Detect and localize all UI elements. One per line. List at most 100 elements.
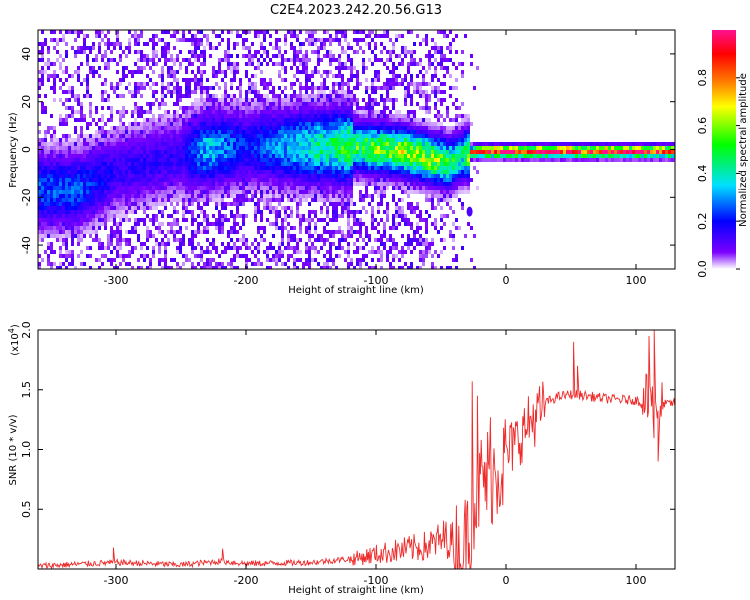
spectrogram-cell: [314, 154, 317, 158]
spectrogram-cell: [95, 150, 98, 154]
spectrogram-cell: [125, 182, 128, 186]
spectrogram-cell: [89, 158, 92, 162]
spectrogram-cell: [38, 162, 41, 166]
spectrogram-cell: [77, 194, 80, 198]
spectrogram-cell: [230, 122, 233, 126]
spectrogram-cell: [344, 182, 347, 186]
spectrogram-cell: [284, 158, 287, 162]
spectrogram-cell: [116, 234, 119, 238]
spectrogram-cell: [389, 82, 392, 86]
spectrogram-cell: [245, 178, 248, 182]
spectrogram-cell: [323, 30, 326, 34]
spectrogram-cell: [38, 94, 41, 98]
spectrogram-cell: [53, 218, 56, 222]
spectrogram-cell: [56, 206, 59, 210]
spectrogram-cell: [362, 110, 365, 114]
spectrogram-cell: [290, 102, 293, 106]
spectrogram-cell: [38, 218, 41, 222]
spectrogram-cell: [251, 178, 254, 182]
spectrogram-cell: [98, 246, 101, 250]
spectrogram-cell: [383, 146, 386, 150]
spectrogram-cell: [353, 150, 356, 154]
spectrogram-cell: [65, 42, 68, 46]
spectrogram-cell: [62, 186, 65, 190]
spectrogram-cell: [311, 258, 314, 262]
spectrogram-cell: [41, 30, 44, 34]
spectrogram-cell: [101, 206, 104, 210]
spectrogram-cell: [176, 110, 179, 114]
spectrogram-cell: [116, 178, 119, 182]
spectrogram-cell: [74, 186, 77, 190]
spectrogram-cell: [74, 130, 77, 134]
spectrogram-cell: [326, 130, 329, 134]
spectrogram-cell: [170, 266, 173, 269]
spectrogram-cell: [158, 118, 161, 122]
spectrogram-cell: [263, 34, 266, 38]
spectrogram-cell: [206, 258, 209, 262]
spectrogram-cell: [305, 106, 308, 110]
spectrogram-cell: [332, 138, 335, 142]
spectrogram-cell: [146, 138, 149, 142]
spectrogram-cell: [38, 262, 41, 266]
spectrogram-cell: [347, 102, 350, 106]
spectrogram-cell: [137, 70, 140, 74]
spectrogram-cell: [194, 102, 197, 106]
spectrogram-cell: [272, 130, 275, 134]
spectrogram-cell: [398, 162, 401, 166]
spectrogram-cell: [101, 106, 104, 110]
spectrogram-cell: [206, 190, 209, 194]
spectrogram-cell: [395, 210, 398, 214]
spectrogram-cell: [44, 142, 47, 146]
spectrogram-cell: [173, 174, 176, 178]
spectrogram-cell: [257, 94, 260, 98]
spectrogram-cell: [314, 98, 317, 102]
spectrogram-cell: [143, 190, 146, 194]
spectrogram-cell: [374, 134, 377, 138]
spectrogram-cell: [239, 98, 242, 102]
spectrogram-cell: [158, 134, 161, 138]
spectrogram-cell: [314, 182, 317, 186]
spectrogram-cell: [140, 254, 143, 258]
spectrogram-cell: [68, 162, 71, 166]
spectrogram-cell: [266, 162, 269, 166]
spectrogram-cell: [170, 202, 173, 206]
spectrogram-cell: [110, 202, 113, 206]
spectrogram-cell: [86, 182, 89, 186]
spectrogram-cell: [176, 158, 179, 162]
spectrogram-cell: [308, 154, 311, 158]
spectrogram-cell: [140, 154, 143, 158]
spectrogram-cell: [269, 150, 272, 154]
spectrogram-cell: [284, 110, 287, 114]
spectrogram-cell: [341, 74, 344, 78]
spectrogram-cell: [38, 186, 41, 190]
spectrogram-cell: [302, 86, 305, 90]
spectrogram-cell: [317, 190, 320, 194]
spectrogram-cell: [182, 190, 185, 194]
spectrogram-cell: [383, 234, 386, 238]
spectrogram-cell: [392, 178, 395, 182]
spectrogram-cell: [44, 110, 47, 114]
spectrogram-cell: [146, 118, 149, 122]
spectrogram-cell: [260, 78, 263, 82]
spectrogram-cell: [152, 146, 155, 150]
spectrogram-cell: [311, 50, 314, 54]
spectrogram-cell: [347, 166, 350, 170]
spectrogram-cell: [290, 158, 293, 162]
spectrogram-cell: [338, 162, 341, 166]
spectrogram-cell: [68, 202, 71, 206]
spectrogram-cell: [86, 150, 89, 154]
spectrogram-cell: [194, 38, 197, 42]
spectrogram-cell: [365, 90, 368, 94]
spectrogram-cell: [158, 210, 161, 214]
spectrogram-cell: [128, 82, 131, 86]
spectrogram-cell: [200, 142, 203, 146]
spectrogram-cell: [188, 170, 191, 174]
spectrogram-cell: [38, 78, 41, 82]
spectrogram-cell: [50, 202, 53, 206]
spectrogram-cell: [404, 118, 407, 122]
spectrogram-cell: [188, 90, 191, 94]
spectrogram-cell: [206, 174, 209, 178]
spectrogram-cell: [392, 246, 395, 250]
spectrogram-cell: [329, 182, 332, 186]
spectrogram-cell: [47, 262, 50, 266]
